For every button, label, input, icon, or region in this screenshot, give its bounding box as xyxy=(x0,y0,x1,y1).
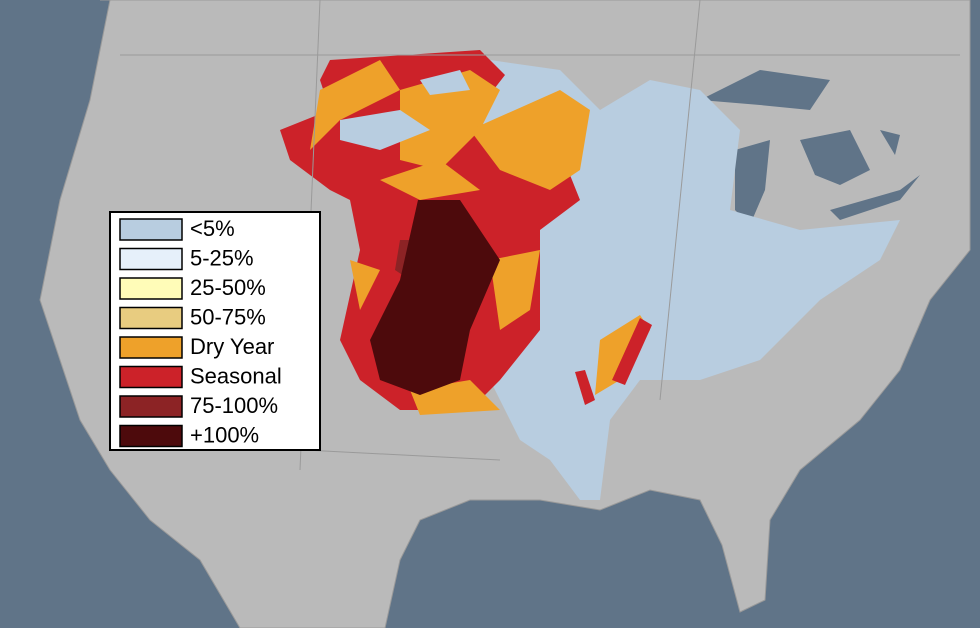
lakes xyxy=(700,70,920,225)
legend-swatch xyxy=(119,277,183,300)
region-seasonal-small xyxy=(575,370,595,405)
region-seasonal-east xyxy=(612,318,652,385)
legend-label: +100% xyxy=(190,422,259,447)
legend-swatch xyxy=(119,247,183,271)
legend-label: 75-100% xyxy=(190,393,278,418)
legend-swatch xyxy=(119,306,183,330)
region-low xyxy=(340,70,470,150)
legend-swatch xyxy=(119,336,183,359)
region-plus-100 xyxy=(370,200,500,395)
legend-swatch xyxy=(119,365,183,389)
legend-swatch xyxy=(119,218,183,241)
legend-swatch xyxy=(119,424,183,448)
legend-label: <5% xyxy=(190,216,235,241)
legend-label: Seasonal xyxy=(190,363,282,388)
legend-label: Dry Year xyxy=(190,334,274,359)
legend-label: 50-75% xyxy=(190,304,266,329)
legend-swatch xyxy=(119,395,183,418)
legend: <5% 5-25% 25-50% 50-75% Dry Year Seasonal 75-1… xyxy=(109,211,321,451)
legend-label: 5-25% xyxy=(190,245,254,270)
legend-label: 25-50% xyxy=(190,275,266,300)
